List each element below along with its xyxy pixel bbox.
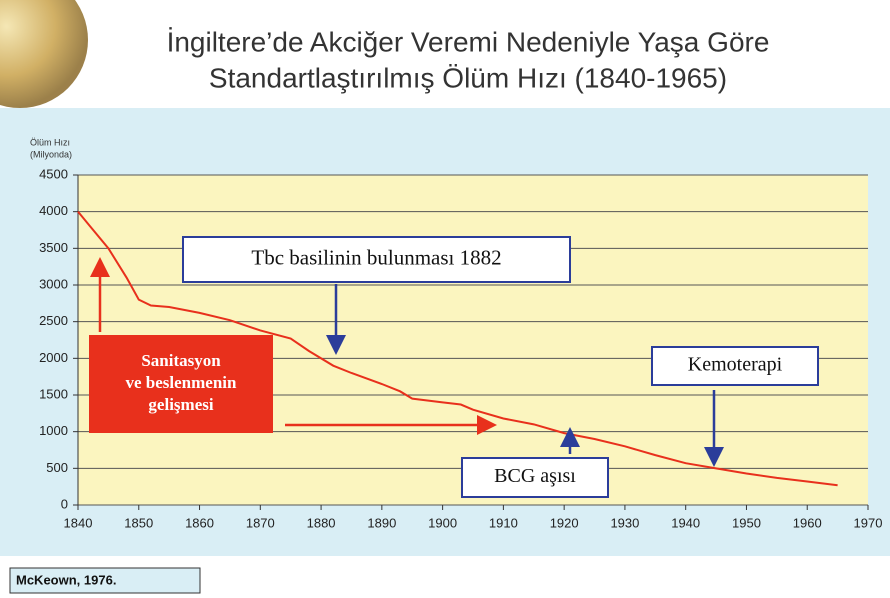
x-tick-label: 1960 bbox=[793, 515, 822, 530]
y-tick-label: 2500 bbox=[39, 313, 68, 328]
source: McKeown, 1976. bbox=[16, 572, 116, 587]
slide: İngiltere’de Akciğer Veremi Nedeniyle Ya… bbox=[0, 0, 890, 598]
y-axis-label: Ölüm Hızı bbox=[30, 137, 70, 147]
x-tick-label: 1850 bbox=[124, 515, 153, 530]
y-tick-label: 4000 bbox=[39, 203, 68, 218]
y-tick-label: 2000 bbox=[39, 350, 68, 365]
x-tick-label: 1930 bbox=[610, 515, 639, 530]
y-tick-label: 1500 bbox=[39, 386, 68, 401]
x-tick-label: 1970 bbox=[854, 515, 883, 530]
y-tick-label: 0 bbox=[61, 496, 68, 511]
x-tick-label: 1910 bbox=[489, 515, 518, 530]
x-tick-label: 1870 bbox=[246, 515, 275, 530]
x-tick-label: 1890 bbox=[367, 515, 396, 530]
y-axis-label: (Milyonda) bbox=[30, 149, 72, 159]
y-tick-label: 4500 bbox=[39, 166, 68, 181]
x-tick-label: 1840 bbox=[64, 515, 93, 530]
x-tick-label: 1950 bbox=[732, 515, 761, 530]
x-tick-label: 1860 bbox=[185, 515, 214, 530]
x-tick-label: 1900 bbox=[428, 515, 457, 530]
title-line: Standartlaştırılmış Ölüm Hızı (1840-1965… bbox=[209, 62, 727, 93]
annotation-text: Sanitasyon bbox=[141, 351, 221, 370]
x-tick-label: 1880 bbox=[307, 515, 336, 530]
title-line: İngiltere’de Akciğer Veremi Nedeniyle Ya… bbox=[167, 26, 770, 57]
globe-decoration bbox=[0, 0, 88, 108]
annotation-text: Tbc basilinin bulunması 1882 bbox=[251, 245, 501, 269]
annotation-text: ve beslenmenin bbox=[126, 373, 238, 392]
annotation-text: Kemoterapi bbox=[688, 354, 783, 376]
y-tick-label: 3500 bbox=[39, 240, 68, 255]
annotation-text: BCG aşısı bbox=[494, 465, 576, 487]
y-tick-label: 500 bbox=[46, 460, 68, 475]
annotation-text: gelişmesi bbox=[148, 395, 213, 414]
y-tick-label: 1000 bbox=[39, 423, 68, 438]
x-tick-label: 1940 bbox=[671, 515, 700, 530]
x-tick-label: 1920 bbox=[550, 515, 579, 530]
y-tick-label: 3000 bbox=[39, 276, 68, 291]
